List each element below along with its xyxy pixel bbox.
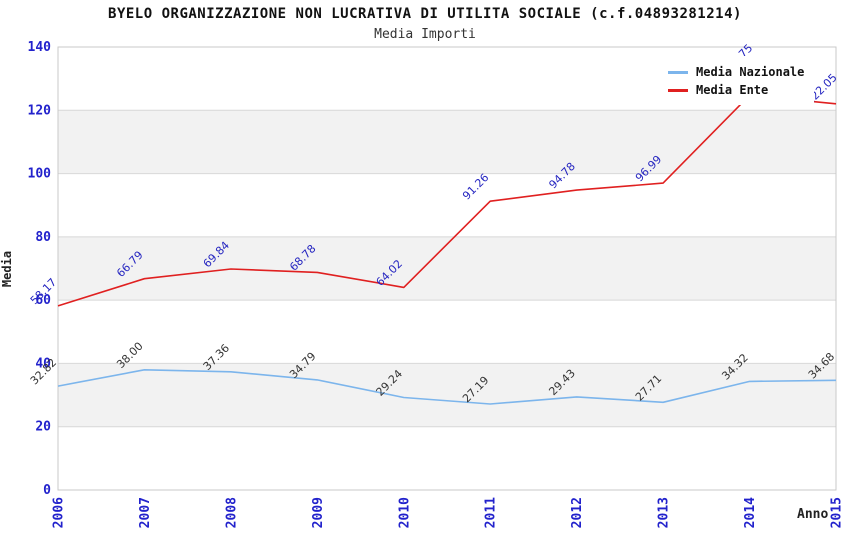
x-axis-title: Anno bbox=[797, 507, 829, 522]
x-tick-label: 2010 bbox=[397, 497, 412, 528]
y-tick-label: 80 bbox=[35, 230, 51, 245]
legend: Media Nazionale Media Ente bbox=[660, 56, 815, 105]
x-tick-label: 2015 bbox=[830, 497, 845, 528]
x-tick-label: 2008 bbox=[224, 497, 239, 528]
y-tick-label: 40 bbox=[35, 356, 51, 371]
plot-band bbox=[58, 110, 836, 174]
data-label-media-ente: 91.26 bbox=[460, 171, 491, 202]
legend-item-media-ente[interactable]: Media Ente bbox=[668, 81, 804, 99]
y-tick-label: 20 bbox=[35, 420, 51, 435]
x-tick-label: 2007 bbox=[138, 497, 153, 528]
y-tick-label: 100 bbox=[28, 167, 52, 182]
y-tick-label: 0 bbox=[43, 483, 51, 498]
legend-swatch-icon bbox=[668, 88, 688, 92]
x-tick-label: 2012 bbox=[570, 497, 585, 528]
x-tick-label: 2011 bbox=[484, 497, 499, 528]
plot-band bbox=[58, 363, 836, 427]
series-line-media-ente bbox=[57, 94, 837, 307]
x-tick-label: 2013 bbox=[657, 497, 672, 528]
plot-border bbox=[57, 46, 837, 491]
legend-item-label: Media Nazionale bbox=[696, 65, 805, 79]
series-line-media-nazionale bbox=[57, 368, 837, 405]
x-tick-label: 2006 bbox=[52, 497, 67, 528]
chart-subtitle: Media Importi bbox=[374, 27, 476, 42]
legend-swatch-icon bbox=[668, 70, 688, 74]
chart-title: BYELO ORGANIZZAZIONE NON LUCRATIVA DI UT… bbox=[108, 6, 742, 22]
y-tick-label: 120 bbox=[28, 103, 52, 118]
x-tick-label: 2009 bbox=[311, 497, 326, 528]
y-tick-label: 60 bbox=[35, 293, 51, 308]
y-tick-label: 140 bbox=[28, 40, 52, 55]
legend-item-label: Media Ente bbox=[696, 83, 769, 97]
x-tick-label: 2014 bbox=[743, 497, 758, 528]
legend-item-media-nazionale[interactable]: Media Nazionale bbox=[668, 63, 804, 81]
plot-band bbox=[58, 236, 836, 301]
